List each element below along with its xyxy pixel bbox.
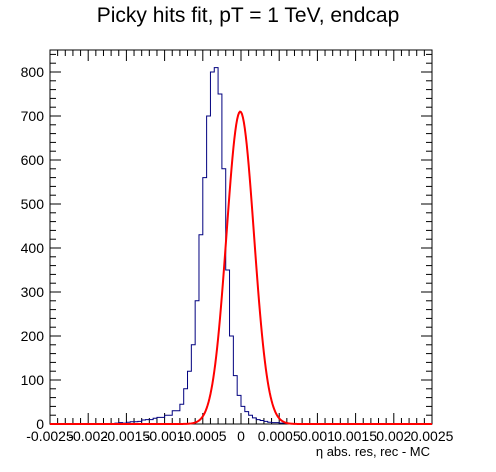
x-tick-label: 0.002 xyxy=(376,428,411,444)
y-tick-label: 300 xyxy=(21,284,45,300)
histogram-series xyxy=(50,67,432,425)
y-tick-label: 700 xyxy=(21,108,45,124)
x-tick-label: 0 xyxy=(237,428,245,444)
y-tick-label: 100 xyxy=(21,372,45,388)
fit-curve xyxy=(50,110,432,425)
x-tick-label: -0.0015 xyxy=(103,428,151,444)
chart-title: Picky hits fit, pT = 1 TeV, endcap xyxy=(96,4,400,27)
x-tick-label: -0.0005 xyxy=(179,428,227,444)
x-tick-label: 0.0015 xyxy=(334,428,377,444)
y-tick-label: 800 xyxy=(21,64,45,80)
x-tick-label: 0.001 xyxy=(300,428,335,444)
x-tick-label: 0.0005 xyxy=(258,428,301,444)
plot-frame xyxy=(49,49,433,425)
x-tick-label: -0.0025 xyxy=(26,428,74,444)
x-tick-label: 0.0025 xyxy=(411,428,454,444)
x-axis-label: η abs. res, rec - MC xyxy=(315,444,430,459)
x-tick-label: -0.001 xyxy=(145,428,185,444)
x-tick-label: -0.002 xyxy=(68,428,108,444)
y-tick-label: 600 xyxy=(21,152,45,168)
y-tick-label: 400 xyxy=(21,240,45,256)
y-tick-label: 500 xyxy=(21,196,45,212)
y-tick-label: 0 xyxy=(36,416,44,432)
y-tick-label: 200 xyxy=(21,328,45,344)
